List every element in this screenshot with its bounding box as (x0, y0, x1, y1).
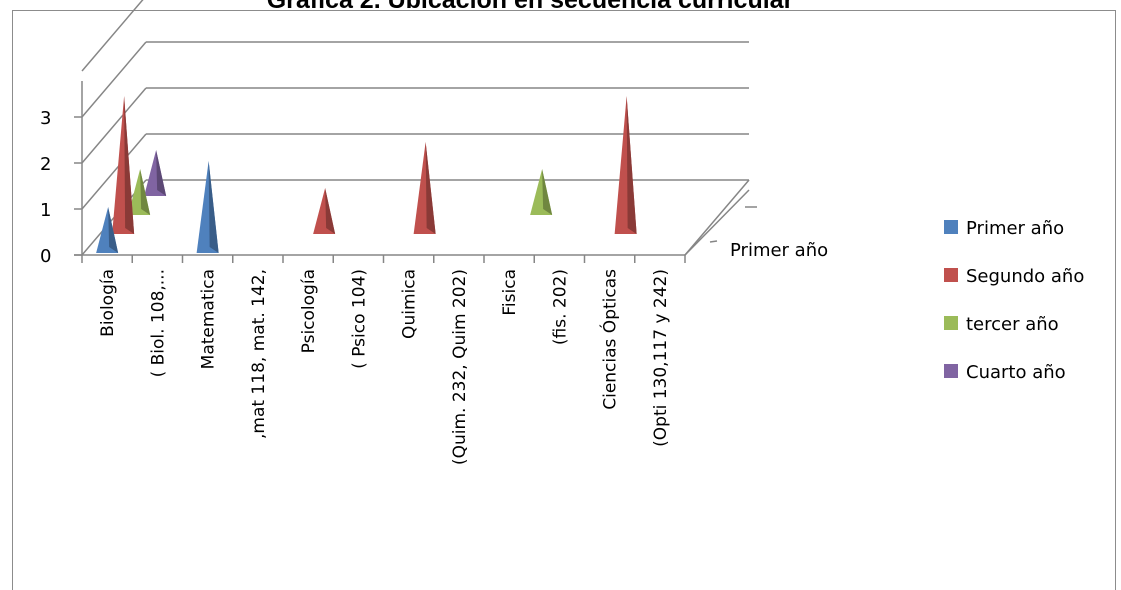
category-label: Quimica (400, 269, 420, 339)
category-label: Ciencias Ópticas (599, 269, 621, 410)
pyramid-face-side (626, 96, 637, 234)
category-label: ,mat 118, mat. 142, (249, 269, 269, 439)
pyramid-bars (96, 96, 637, 253)
category-label: Fisica (500, 269, 520, 316)
legend-label: Primer año (966, 218, 1064, 239)
y-tick-label: 3 (40, 108, 51, 129)
pyramid-face-side (542, 169, 553, 215)
pyramid-face-side (156, 150, 167, 196)
legend-swatch (944, 220, 958, 234)
category-labels: Biología ( Biol. 108,... Matematica ,mat 11… (98, 269, 671, 465)
depth-axis-label: Primer año (730, 240, 828, 261)
legend-swatch (944, 364, 958, 378)
gridlines (81, 0, 750, 256)
category-label: Matematica (199, 269, 219, 369)
pyramid-bar (196, 161, 219, 253)
pyramid-bar (413, 142, 436, 234)
pyramid-bar (96, 207, 119, 253)
y-tick-label: 0 (40, 246, 51, 267)
chart-frame (12, 10, 1116, 590)
legend: Primer año Segundo año tercer año Cuarto añ… (944, 218, 1084, 383)
category-label: Psicología (299, 269, 319, 353)
category-label: Biología (98, 269, 118, 337)
pyramid-bar (313, 188, 336, 234)
pyramid-face-side (325, 188, 336, 234)
gridline-side (81, 133, 147, 210)
depth-tick (709, 240, 718, 243)
legend-label: Cuarto año (966, 362, 1066, 383)
pyramid-face-side (124, 96, 135, 234)
pyramid-face-side (140, 169, 151, 215)
gridline-side (81, 0, 144, 72)
pyramid-bar (128, 169, 151, 215)
y-tick-label: 2 (40, 154, 51, 175)
legend-swatch (944, 316, 958, 330)
depth-axis (684, 189, 750, 256)
pyramid-bar (144, 150, 167, 196)
category-label: ( Biol. 108,... (148, 269, 168, 377)
category-label: (fis. 202) (550, 269, 570, 345)
axes: Primer año 0 1 2 3 (40, 81, 828, 267)
y-tick-label: 1 (40, 200, 51, 221)
pyramid-face-side (425, 142, 436, 234)
pyramid-bar (614, 96, 637, 234)
legend-swatch (944, 268, 958, 282)
pyramid-face-side (108, 207, 119, 253)
legend-label: tercer año (966, 314, 1059, 335)
category-label: ( Psico 104) (349, 269, 369, 369)
floor-edge (684, 179, 750, 256)
category-label: (Quim. 232, Quim 202) (450, 269, 470, 465)
pyramid-bar (112, 96, 135, 234)
category-label: (Opti 130,117 y 242) (651, 269, 671, 447)
pyramid-bar (530, 169, 553, 215)
legend-label: Segundo año (966, 266, 1084, 287)
gridline-side (81, 87, 147, 164)
pyramid-face-side (208, 161, 219, 253)
gridline-side (81, 41, 147, 118)
